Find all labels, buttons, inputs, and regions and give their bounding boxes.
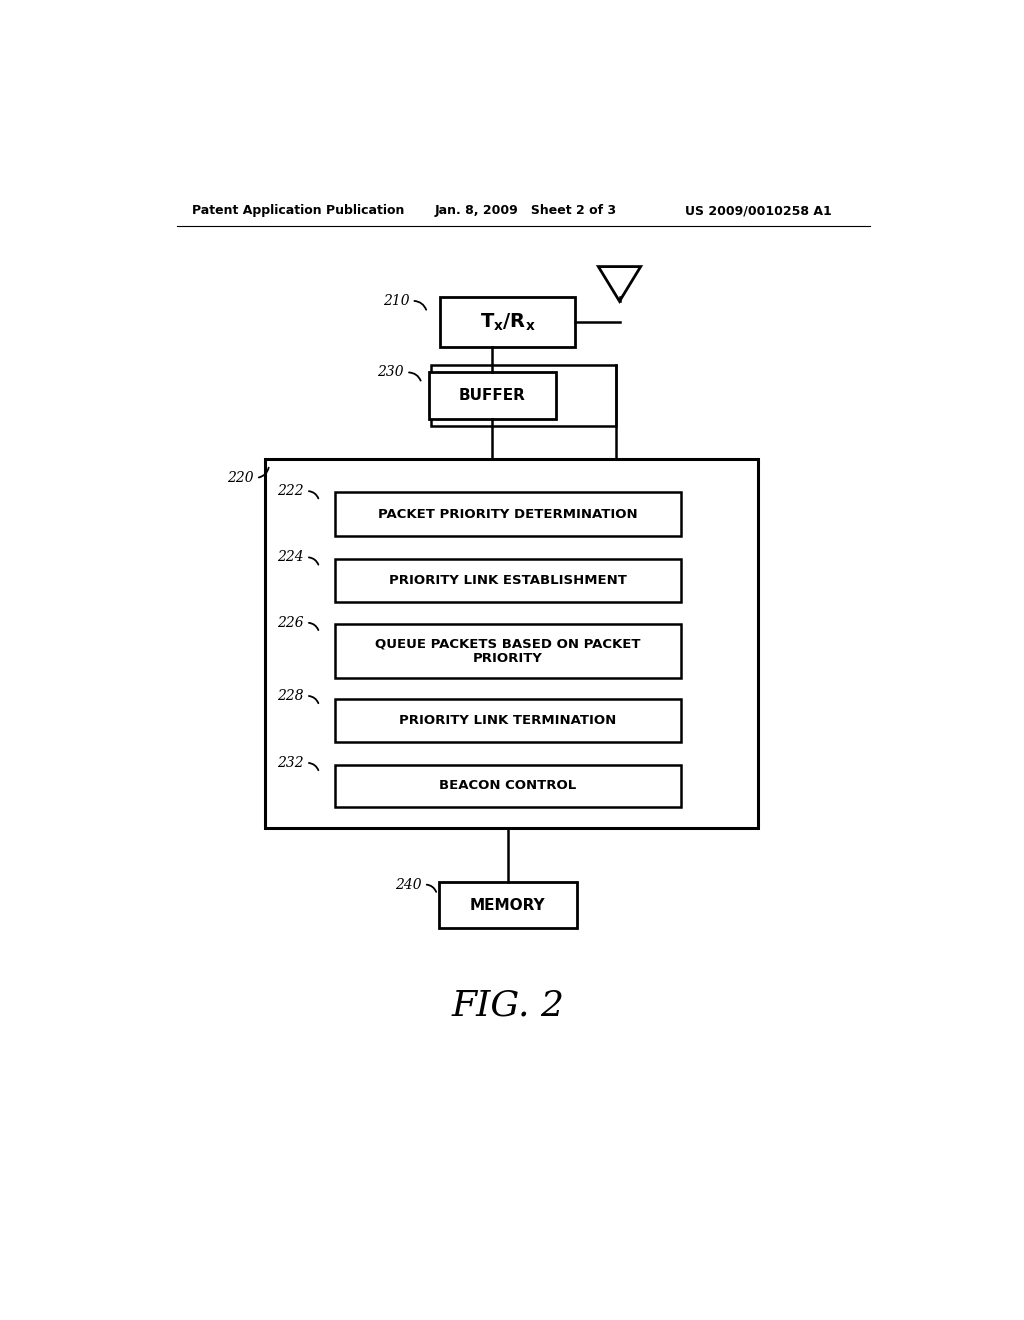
- Bar: [335, 700, 681, 742]
- Text: 228: 228: [278, 689, 304, 702]
- Bar: [265, 459, 758, 829]
- Text: PRIORITY LINK ESTABLISHMENT: PRIORITY LINK ESTABLISHMENT: [389, 574, 627, 587]
- Text: FIG. 2: FIG. 2: [452, 989, 564, 1023]
- Bar: [429, 372, 556, 418]
- Text: BEACON CONTROL: BEACON CONTROL: [439, 779, 577, 792]
- Text: Patent Application Publication: Patent Application Publication: [193, 205, 404, 218]
- Bar: [440, 297, 575, 347]
- Text: 232: 232: [278, 756, 304, 770]
- Text: MEMORY: MEMORY: [470, 898, 546, 913]
- Bar: [335, 764, 681, 807]
- Text: Jan. 8, 2009   Sheet 2 of 3: Jan. 8, 2009 Sheet 2 of 3: [435, 205, 616, 218]
- Text: 220: 220: [227, 471, 254, 484]
- Text: BUFFER: BUFFER: [459, 388, 526, 403]
- Text: 226: 226: [278, 615, 304, 630]
- Polygon shape: [598, 267, 641, 301]
- Text: PACKET PRIORITY DETERMINATION: PACKET PRIORITY DETERMINATION: [378, 508, 638, 520]
- Text: 210: 210: [383, 294, 410, 308]
- Text: 224: 224: [278, 550, 304, 564]
- Text: PRIORITY LINK TERMINATION: PRIORITY LINK TERMINATION: [399, 714, 616, 727]
- Bar: [438, 882, 578, 928]
- Bar: [335, 624, 681, 678]
- Bar: [431, 364, 615, 426]
- Bar: [335, 492, 681, 536]
- Text: 240: 240: [395, 878, 422, 891]
- Text: 230: 230: [377, 366, 403, 379]
- Text: QUEUE PACKETS BASED ON PACKET
PRIORITY: QUEUE PACKETS BASED ON PACKET PRIORITY: [375, 638, 641, 665]
- Text: $\mathbf{T_x/R_x}$: $\mathbf{T_x/R_x}$: [480, 312, 536, 333]
- Bar: [335, 560, 681, 602]
- Text: 222: 222: [278, 484, 304, 498]
- Text: US 2009/0010258 A1: US 2009/0010258 A1: [685, 205, 831, 218]
